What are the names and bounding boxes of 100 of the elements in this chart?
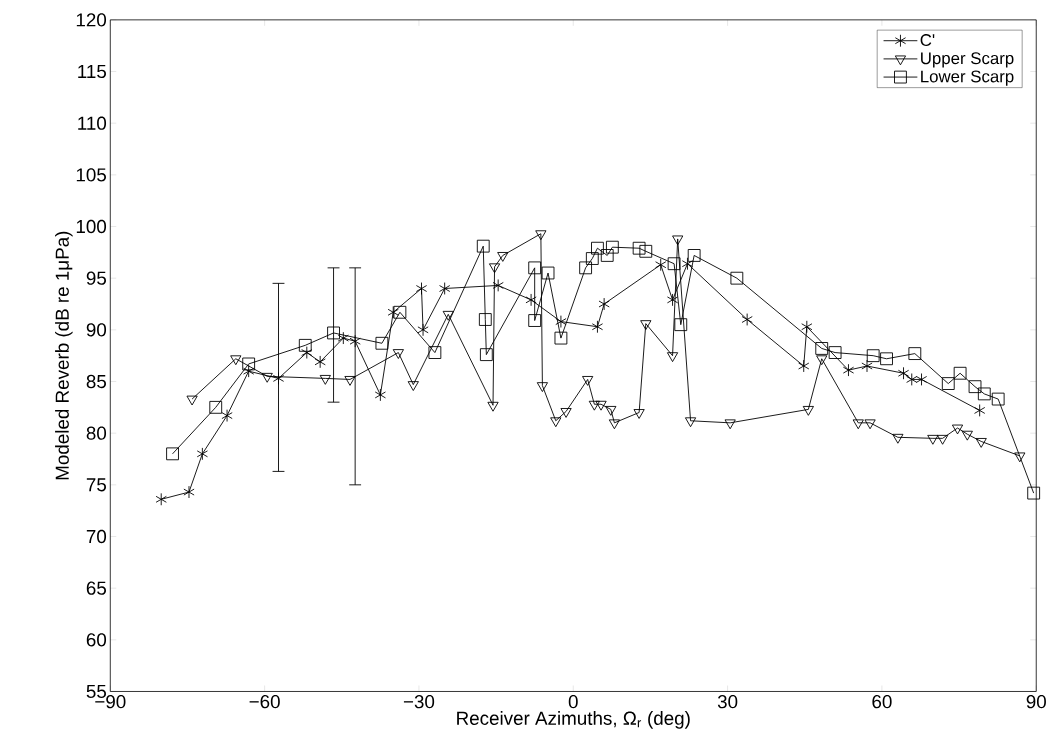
point xyxy=(585,252,599,265)
point xyxy=(442,310,454,321)
point xyxy=(598,297,610,311)
y-axis-title: Modeled Reverb (dB re 1μPa) xyxy=(55,231,73,480)
point xyxy=(915,372,928,386)
y-tick-label: 70 xyxy=(86,529,107,544)
point xyxy=(488,263,501,274)
point xyxy=(261,372,273,383)
point xyxy=(478,313,492,326)
point xyxy=(908,347,922,360)
point xyxy=(941,377,955,390)
x-tick-label: 60 xyxy=(872,694,892,709)
y-tick-label: 60 xyxy=(86,633,107,647)
point xyxy=(816,355,828,366)
point xyxy=(666,352,679,362)
point xyxy=(639,244,653,258)
point xyxy=(272,371,285,385)
point xyxy=(415,282,428,295)
y-tick-label: 85 xyxy=(86,374,106,389)
legend-label: Upper Scarp xyxy=(921,52,1014,68)
point xyxy=(183,485,195,499)
point xyxy=(186,395,198,406)
point xyxy=(1027,486,1041,500)
point xyxy=(497,251,509,262)
y-tick-label: 115 xyxy=(78,64,106,79)
point xyxy=(897,366,910,380)
point xyxy=(344,375,356,386)
point xyxy=(667,257,681,271)
point xyxy=(640,320,652,330)
y-tick-label: 110 xyxy=(78,116,107,130)
point xyxy=(608,419,621,430)
point xyxy=(937,434,949,445)
point xyxy=(951,424,964,435)
x-axis-title: Receiver Azimuths, Ω$_{r}$ (deg) xyxy=(457,711,690,729)
point xyxy=(554,331,568,345)
point xyxy=(314,355,326,369)
x-tick-label: −60 xyxy=(249,694,280,709)
point xyxy=(166,447,179,461)
y-tick-label: 65 xyxy=(86,581,106,595)
point xyxy=(975,437,987,448)
point xyxy=(327,326,340,340)
point xyxy=(687,248,701,262)
point xyxy=(600,248,614,262)
point xyxy=(977,387,991,401)
point xyxy=(337,331,349,345)
point xyxy=(864,419,876,430)
point xyxy=(407,381,419,391)
point xyxy=(487,401,499,412)
x-tick-label: 90 xyxy=(1026,694,1046,709)
point xyxy=(991,392,1005,406)
point xyxy=(579,261,592,275)
point xyxy=(974,403,986,417)
point xyxy=(828,346,842,359)
y-tick-label: 90 xyxy=(86,323,107,337)
point xyxy=(196,447,208,461)
point xyxy=(861,359,873,373)
point xyxy=(155,492,167,506)
point xyxy=(535,230,547,241)
point xyxy=(633,409,645,419)
point xyxy=(655,258,667,272)
point xyxy=(550,417,562,428)
point xyxy=(591,241,604,255)
point xyxy=(375,336,389,350)
y-tick-label: 120 xyxy=(76,13,107,27)
point xyxy=(632,241,646,255)
point xyxy=(221,409,233,422)
point xyxy=(866,349,880,362)
point xyxy=(555,315,567,328)
x-tick-label: 30 xyxy=(717,694,738,709)
point xyxy=(802,405,814,416)
x-tick-label: 0 xyxy=(568,694,578,709)
point xyxy=(230,355,242,366)
point xyxy=(961,430,973,441)
point xyxy=(730,271,744,285)
point xyxy=(798,359,810,373)
point xyxy=(392,349,404,359)
point xyxy=(953,366,967,380)
point xyxy=(672,235,684,246)
point xyxy=(536,382,548,392)
point xyxy=(741,313,753,326)
y-tick-label: 95 xyxy=(86,271,106,285)
point xyxy=(906,372,918,386)
point xyxy=(681,257,694,271)
y-tick-label: 105 xyxy=(76,168,106,182)
point xyxy=(374,388,386,402)
point xyxy=(595,400,607,411)
legend-label: C' xyxy=(920,34,935,46)
y-tick-label: 75 xyxy=(86,478,106,492)
point xyxy=(674,318,688,331)
y-tick-label: 100 xyxy=(76,219,107,234)
point xyxy=(525,293,537,307)
point xyxy=(417,323,429,337)
point xyxy=(528,314,542,327)
point xyxy=(724,419,736,430)
point xyxy=(541,266,555,280)
point xyxy=(842,363,855,377)
point xyxy=(479,348,493,361)
point xyxy=(666,293,679,307)
point xyxy=(605,405,617,416)
point xyxy=(476,239,490,253)
